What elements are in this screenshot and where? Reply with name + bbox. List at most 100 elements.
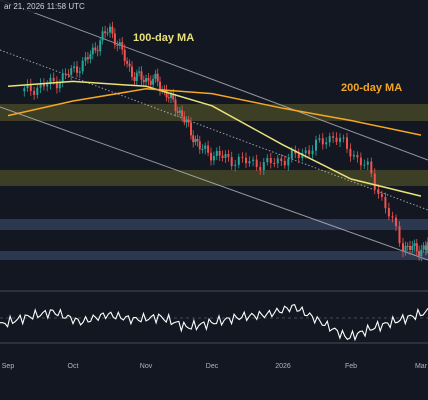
channel-upper-line — [0, 0, 428, 161]
candle-body — [215, 151, 218, 156]
candle-body — [420, 249, 423, 257]
candle-body — [356, 154, 359, 158]
candle-body — [398, 226, 401, 244]
candle-body — [111, 26, 114, 34]
candle-body — [133, 76, 136, 81]
candle-body — [404, 245, 407, 252]
candle-body — [411, 245, 414, 250]
candle-body — [86, 57, 89, 60]
candle-body — [418, 251, 421, 257]
candle-body — [304, 150, 307, 154]
candle-body — [84, 57, 87, 61]
candle-body — [426, 242, 428, 249]
candle-body — [167, 97, 170, 99]
annotation-ma100: 100-day MA — [133, 32, 194, 44]
candle-body — [33, 91, 36, 95]
candle-body — [172, 93, 175, 100]
annotation-ma200: 200-day MA — [341, 82, 402, 94]
candle-body — [234, 164, 237, 166]
candle-body — [409, 246, 411, 250]
ma200-line — [7, 88, 422, 136]
candle-body — [352, 154, 355, 157]
moving-averages — [7, 80, 422, 197]
candle-body — [402, 243, 404, 252]
candle-body — [49, 77, 52, 85]
candle-body — [280, 158, 283, 161]
candle-body — [339, 137, 341, 142]
candle-body — [227, 154, 230, 158]
candle-body — [387, 208, 390, 217]
candle-body — [283, 160, 286, 166]
resistance-zone-lower — [0, 170, 428, 186]
candle-body — [266, 158, 269, 163]
candle-body — [276, 158, 279, 164]
candle-body — [363, 164, 366, 166]
candle-body — [194, 139, 197, 143]
candle-body — [384, 197, 387, 209]
candle-body — [138, 71, 141, 73]
candle-body — [190, 122, 192, 136]
channel-mid-line — [0, 49, 428, 211]
candle-body — [99, 40, 102, 52]
candle-body — [142, 79, 145, 83]
candle-body — [287, 158, 290, 166]
candle-body — [147, 78, 150, 81]
candle-body — [342, 137, 345, 139]
candle-body — [269, 158, 272, 163]
candle-body — [46, 84, 49, 87]
candle-body — [104, 31, 107, 34]
candle-body — [422, 245, 425, 250]
candle-body — [198, 141, 201, 150]
candle-body — [196, 139, 199, 142]
candle-body — [415, 243, 418, 252]
candle-body — [135, 72, 138, 81]
candle-body — [366, 161, 369, 165]
ma100-line — [7, 80, 422, 197]
x-tick-label: Feb — [345, 363, 357, 370]
candle-body — [131, 66, 133, 77]
candle-body — [159, 81, 161, 91]
candle-body — [174, 99, 177, 112]
candle-body — [116, 44, 119, 46]
candle-body — [154, 73, 157, 79]
candle-body — [78, 71, 81, 73]
x-tick-label: Nov — [140, 363, 153, 370]
candle-body — [23, 88, 26, 92]
candle-body — [311, 150, 314, 155]
zones — [0, 104, 428, 260]
candle-body — [201, 149, 204, 150]
candle-body — [176, 111, 179, 113]
candle-body — [55, 81, 58, 89]
x-axis-ticks: Sep Oct Nov Dec 2026 Feb Mar — [2, 363, 428, 370]
candle-body — [76, 66, 78, 73]
candle-body — [126, 61, 129, 64]
candle-body — [413, 243, 416, 246]
candle-body — [406, 245, 409, 247]
candle-body — [321, 138, 324, 145]
candle-body — [145, 78, 148, 83]
candle-body — [109, 26, 111, 33]
candle-body — [81, 60, 84, 72]
x-tick-label: Sep — [2, 363, 15, 370]
candle-body — [58, 82, 61, 89]
candle-body — [218, 151, 221, 156]
candle-body — [185, 119, 188, 123]
rsi-panel — [0, 290, 428, 344]
candle-body — [332, 136, 335, 138]
support-zone-upper — [0, 219, 428, 230]
candle-body — [64, 73, 67, 75]
candle-body — [42, 83, 45, 87]
candlesticks — [23, 21, 428, 262]
candle-body — [237, 156, 240, 165]
candle-body — [149, 80, 152, 85]
candle-body — [26, 84, 29, 89]
candle-body — [325, 142, 328, 145]
candle-body — [230, 157, 233, 167]
candle-body — [349, 148, 352, 157]
candle-body — [89, 54, 92, 60]
candle-body — [121, 42, 124, 50]
candle-body — [156, 73, 159, 82]
candle-body — [377, 189, 380, 194]
candle-body — [123, 49, 126, 61]
